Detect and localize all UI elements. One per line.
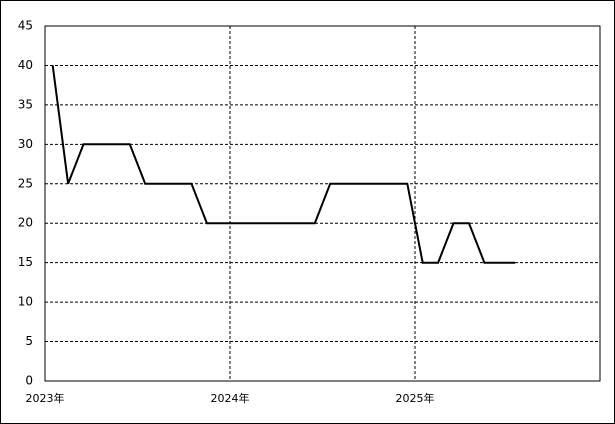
y-tick-label: 35	[18, 97, 33, 111]
y-tick-label: 45	[18, 19, 33, 33]
y-tick-label: 5	[25, 334, 33, 348]
x-tick-label: 2023年	[26, 391, 65, 405]
x-tick-label: 2025年	[396, 391, 435, 405]
y-tick-label: 20	[18, 216, 33, 230]
data-line	[51, 65, 516, 264]
y-tick-label: 15	[18, 255, 33, 269]
y-tick-label: 10	[18, 295, 33, 309]
y-tick-label: 40	[18, 58, 33, 72]
y-tick-label: 25	[18, 176, 33, 190]
y-tick-label: 30	[18, 137, 33, 151]
plot-area	[44, 25, 601, 382]
x-tick-label: 2024年	[211, 391, 250, 405]
y-tick-label: 0	[25, 374, 33, 388]
